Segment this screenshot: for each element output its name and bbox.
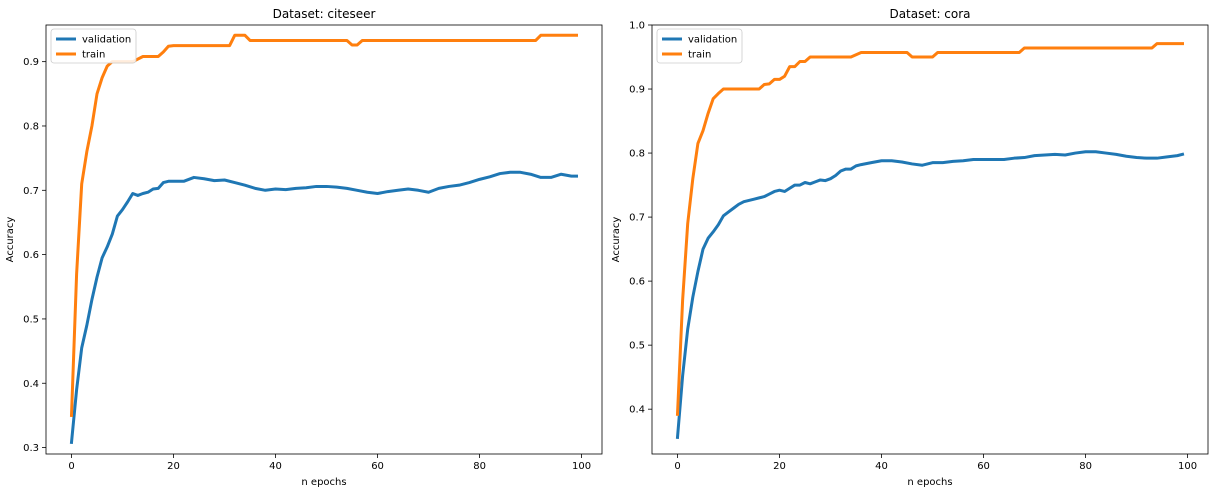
- x-tick-label: 40: [269, 461, 282, 472]
- y-axis-label: Accuracy: [5, 217, 16, 263]
- chart-title: Dataset: cora: [889, 7, 970, 21]
- x-tick-label: 60: [977, 461, 990, 472]
- y-tick-label: 0.6: [629, 277, 645, 288]
- chart-title: Dataset: citeseer: [273, 7, 376, 21]
- axes-frame: [651, 24, 1209, 455]
- legend: validation train: [656, 28, 743, 64]
- chart-0: 0 20 40 60 80 100 0.3 0.4 0.5 0.6 0.7 0.8 0.9 Dataset…: [5, 7, 603, 488]
- y-tick-label: 0.5: [23, 314, 39, 325]
- x-axis-label: n epochs: [301, 477, 346, 488]
- series-line-train: [69, 33, 578, 417]
- y-tick-label: 0.7: [23, 186, 39, 197]
- x-tick-label: 0: [674, 461, 680, 472]
- legend: validation train: [50, 28, 137, 64]
- y-tick-label: 0.8: [629, 149, 645, 160]
- legend-label-train: train: [82, 50, 105, 61]
- legend-label-train: train: [688, 50, 711, 61]
- axes-frame: [45, 24, 603, 455]
- x-tick-label: 20: [167, 461, 180, 472]
- x-tick-label: 100: [1178, 461, 1197, 472]
- x-tick-label: 100: [572, 461, 591, 472]
- y-tick-label: 0.4: [23, 379, 39, 390]
- y-axis-label: Accuracy: [611, 217, 622, 263]
- x-axis-label: n epochs: [907, 477, 952, 488]
- x-tick-label: 80: [1079, 461, 1092, 472]
- legend-label-validation: validation: [82, 35, 131, 46]
- x-tick-label: 20: [773, 461, 786, 472]
- y-tick-label: 0.4: [629, 405, 645, 416]
- y-tick-label: 0.9: [23, 57, 39, 68]
- series-line-train: [675, 42, 1184, 416]
- y-tick-label: 1.0: [629, 21, 645, 32]
- x-tick-label: 40: [875, 461, 888, 472]
- x-tick-label: 0: [68, 461, 74, 472]
- legend-label-validation: validation: [688, 35, 737, 46]
- y-tick-label: 0.7: [629, 213, 645, 224]
- series-line-validation: [675, 150, 1185, 439]
- y-tick-label: 0.8: [23, 121, 39, 132]
- chart-1: 0 20 40 60 80 100 0.4 0.5 0.6 0.7 0.8 0.9 1.0 Dataset…: [611, 7, 1209, 488]
- y-tick-label: 0.5: [629, 341, 645, 352]
- y-tick-label: 0.6: [23, 250, 39, 261]
- series-line-validation: [69, 170, 578, 445]
- y-tick-label: 0.3: [23, 443, 39, 454]
- x-tick-label: 60: [371, 461, 384, 472]
- x-tick-label: 80: [473, 461, 486, 472]
- y-tick-label: 0.9: [629, 85, 645, 96]
